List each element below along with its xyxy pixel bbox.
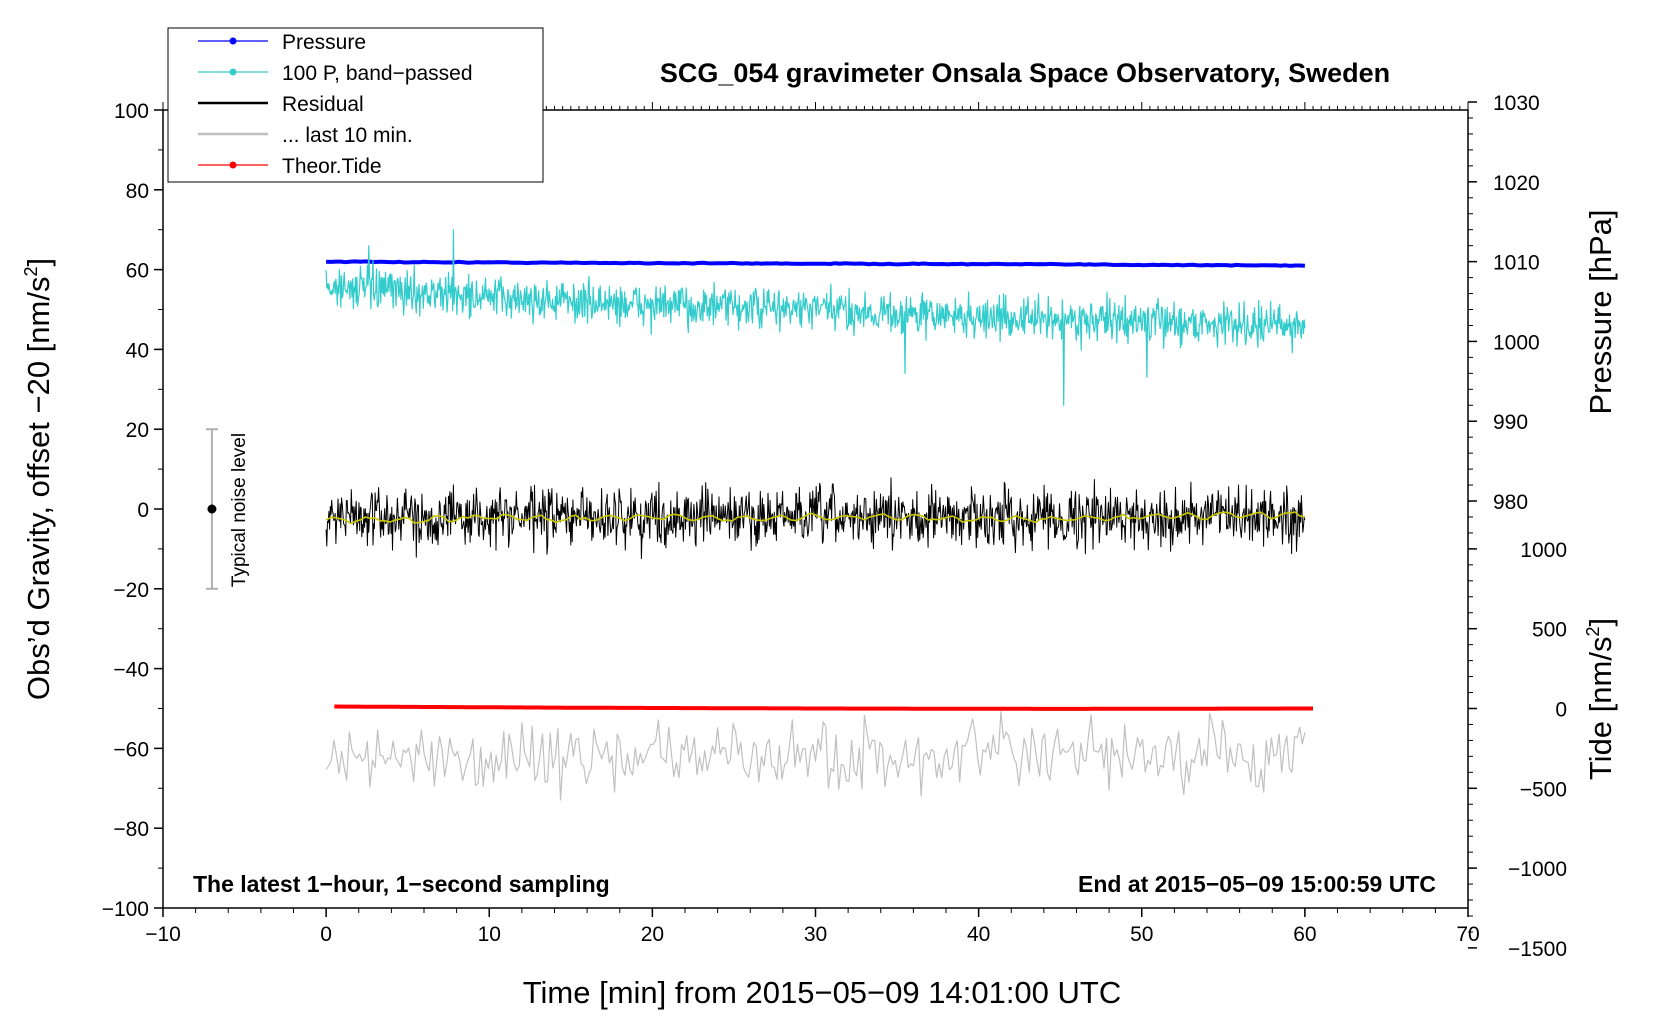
tide-tick-label: 0 bbox=[1555, 699, 1567, 722]
series-residual bbox=[325, 477, 1306, 560]
tide-tick-label: 500 bbox=[1532, 619, 1567, 642]
noise-bar-dot bbox=[207, 504, 217, 514]
y-tick-label: −80 bbox=[113, 818, 149, 841]
y-tick-label: −20 bbox=[113, 579, 149, 602]
y-tick-label: 100 bbox=[114, 100, 149, 123]
y-tick-label: 20 bbox=[126, 419, 149, 442]
x-axis-label: Time [min] from 2015−05−09 14:01:00 UTC bbox=[523, 975, 1122, 1010]
x-tick-label: 60 bbox=[1293, 923, 1316, 946]
legend-marker bbox=[229, 68, 237, 76]
tide-axis-label-sup: 2 bbox=[1583, 627, 1603, 637]
y-axis-label-end: ] bbox=[21, 258, 56, 267]
tide-axis-label: Tide [nm/s2] bbox=[1583, 618, 1618, 780]
pressure-axis-label: Pressure [hPa] bbox=[1583, 209, 1618, 414]
legend-marker bbox=[229, 37, 237, 45]
chart-title: SCG_054 gravimeter Onsala Space Observat… bbox=[660, 58, 1390, 88]
y-tick-label: 40 bbox=[126, 339, 149, 362]
tide-tick-label: 1000 bbox=[1520, 539, 1567, 562]
pressure-tick-label: 980 bbox=[1493, 491, 1528, 514]
annotation-end-time: End at 2015−05−09 15:00:59 UTC bbox=[1078, 871, 1436, 897]
x-tick-label: 50 bbox=[1130, 923, 1153, 946]
pressure-tick-label: 1030 bbox=[1493, 92, 1540, 115]
series-pressure bbox=[326, 259, 1305, 268]
legend-label: Pressure bbox=[282, 31, 366, 54]
noise-bar-label: Typical noise level bbox=[229, 433, 250, 587]
y-tick-label: −100 bbox=[102, 898, 149, 921]
legend-marker bbox=[229, 161, 237, 169]
legend-label: Residual bbox=[282, 93, 364, 116]
y-tick-label: 0 bbox=[137, 499, 149, 522]
noise-bar bbox=[205, 428, 218, 590]
legend-box bbox=[167, 27, 544, 183]
annotation-sampling: The latest 1−hour, 1−second sampling bbox=[193, 871, 610, 897]
pressure-tick-label: 1000 bbox=[1493, 331, 1540, 354]
pressure-tick-label: 1010 bbox=[1493, 252, 1540, 275]
legend-label: Theor.Tide bbox=[282, 155, 382, 178]
y-tick-label: −40 bbox=[113, 659, 149, 682]
legend-label: ... last 10 min. bbox=[282, 124, 413, 147]
tide-tick-label: −1500 bbox=[1508, 938, 1567, 961]
y-tick-label: 80 bbox=[126, 180, 149, 203]
tide-tick-label: −1000 bbox=[1508, 858, 1567, 881]
x-tick-label: 30 bbox=[804, 923, 827, 946]
series-residual-smoothed bbox=[325, 511, 1305, 525]
legend-items: Pressure 100 P, band−passed Residual ... la… bbox=[198, 31, 473, 178]
legend: Pressure 100 P, band−passed Residual ... la… bbox=[167, 27, 544, 183]
pressure-tick-label: 990 bbox=[1493, 411, 1528, 434]
x-tick-label: 0 bbox=[320, 923, 332, 946]
y-axis-label-text: Obs’d Gravity, offset −20 [nm/s bbox=[21, 277, 56, 701]
y-axis-label: Obs’d Gravity, offset −20 [nm/s2] bbox=[21, 258, 56, 700]
series-band-passed bbox=[325, 229, 1306, 406]
x-tick-label: 70 bbox=[1456, 923, 1479, 946]
legend-label: 100 P, band−passed bbox=[282, 62, 473, 85]
y-axis-label-sup: 2 bbox=[21, 267, 41, 277]
series-last-10-min bbox=[325, 711, 1306, 801]
tide-tick-label: −500 bbox=[1520, 778, 1567, 801]
y-tick-label: −60 bbox=[113, 738, 149, 761]
tide-axis-label-text: Tide [nm/s bbox=[1583, 637, 1618, 781]
x-tick-label: −10 bbox=[145, 923, 181, 946]
series-theor-tide bbox=[334, 704, 1313, 711]
series-layer bbox=[325, 229, 1313, 801]
x-tick-label: 40 bbox=[967, 923, 990, 946]
x-tick-label: 20 bbox=[641, 923, 664, 946]
tide-axis-label-end: ] bbox=[1583, 618, 1618, 627]
axis-layer: −10 0 10 20 30 40 50 60 70100806040200−20−40−60−… bbox=[102, 92, 1567, 961]
y-tick-label: 60 bbox=[126, 260, 149, 283]
x-tick-label: 10 bbox=[478, 923, 501, 946]
pressure-tick-label: 1020 bbox=[1493, 172, 1540, 195]
